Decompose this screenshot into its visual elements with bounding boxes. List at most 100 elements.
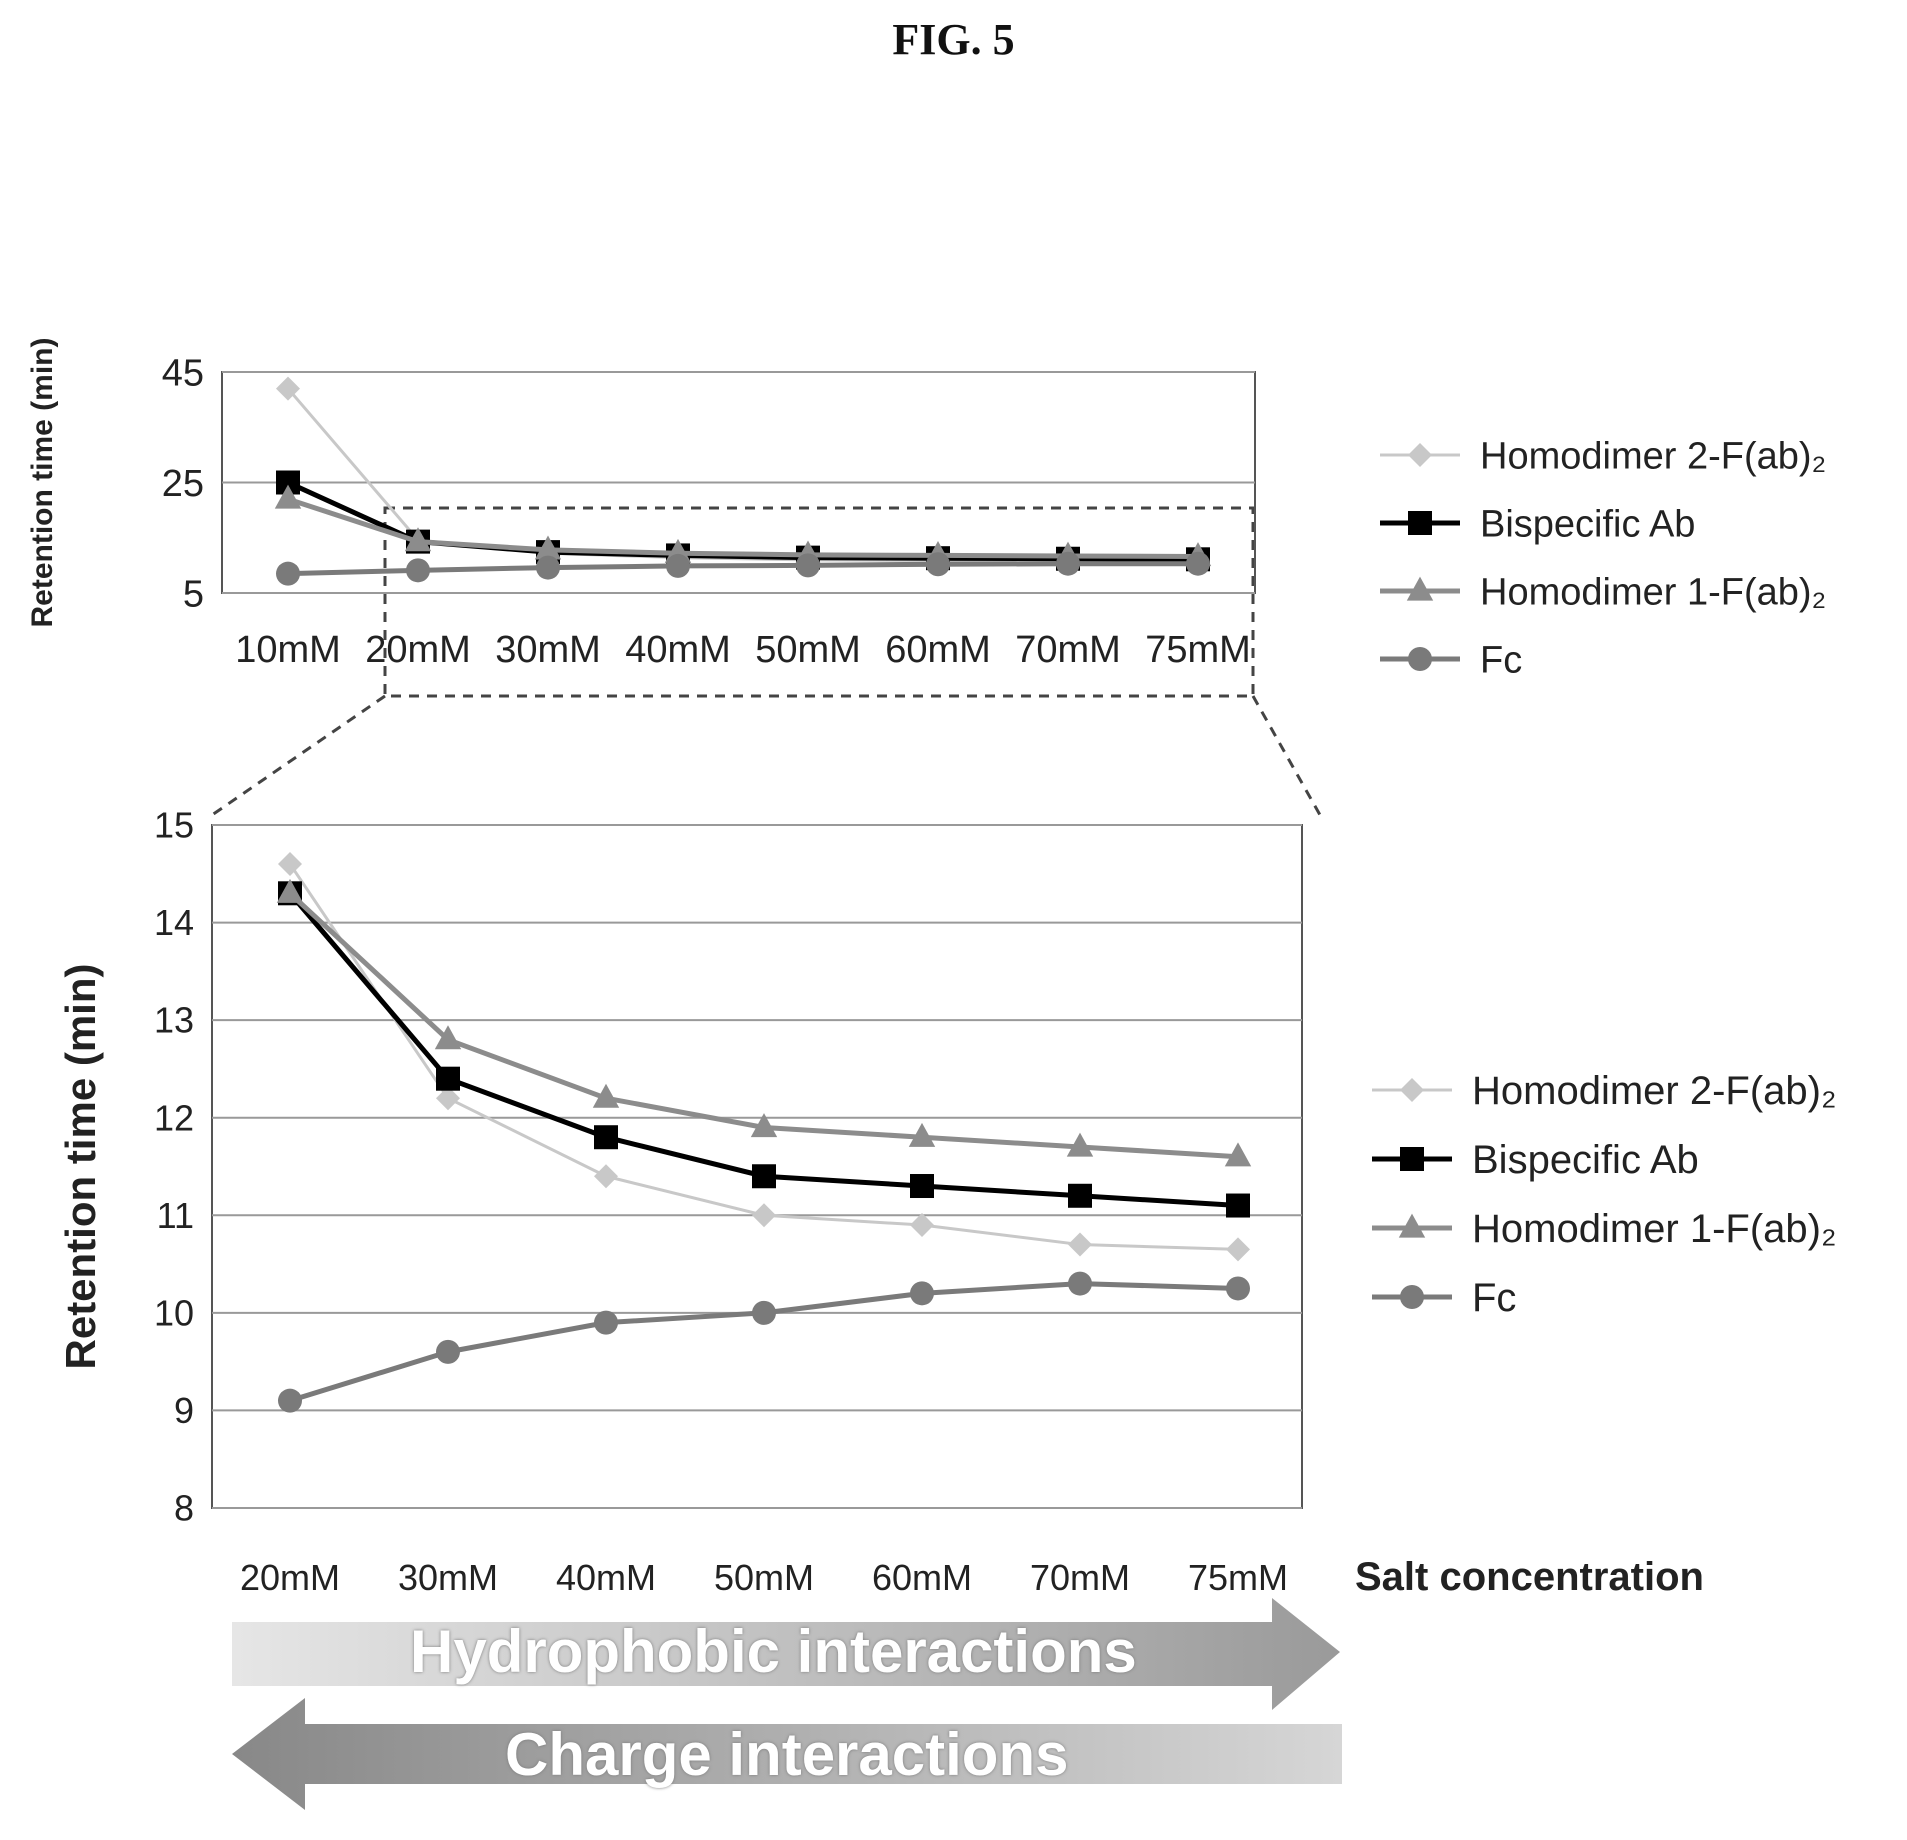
y-tick-label: 45 <box>162 352 204 394</box>
data-point <box>278 1388 302 1413</box>
legend-label: Homodimer 1-F(ab)₂ <box>1480 571 1826 613</box>
zoom-line-left <box>211 694 386 817</box>
x-tick-label: 50mM <box>755 629 861 671</box>
data-point <box>1224 1142 1252 1167</box>
legend-label: Homodimer 1-F(ab)₂ <box>1472 1207 1837 1251</box>
x-tick-label: 75mM <box>1188 1557 1288 1598</box>
data-point <box>406 558 430 583</box>
legend-marker <box>1406 576 1434 601</box>
data-point <box>592 1083 620 1108</box>
legend-marker <box>1400 1147 1424 1171</box>
zoom-connector-group <box>211 506 1322 817</box>
data-point <box>1068 1271 1092 1296</box>
legend-marker <box>1398 1213 1426 1238</box>
y-tick-label: 12 <box>154 1097 194 1138</box>
y-tick-label: 5 <box>183 573 204 615</box>
data-point <box>910 1174 934 1199</box>
data-point <box>534 535 562 560</box>
y-axis-label: Retention time (min) <box>26 338 59 628</box>
data-point <box>908 1122 936 1147</box>
y-tick-label: 11 <box>157 1195 194 1236</box>
x-tick-label: 60mM <box>872 1557 972 1598</box>
data-point <box>1066 1132 1094 1157</box>
y-tick-label: 9 <box>174 1390 194 1431</box>
data-point <box>752 1164 776 1189</box>
x-tick-label: 70mM <box>1030 1557 1130 1598</box>
y-axis-label: Retention time (min) <box>57 964 104 1370</box>
data-point <box>1068 1232 1092 1257</box>
data-point <box>1226 1237 1250 1262</box>
data-point <box>752 1203 776 1228</box>
x-tick-label: 30mM <box>398 1557 498 1598</box>
legend-label: Homodimer 2-F(ab)₂ <box>1480 435 1826 477</box>
data-point <box>1226 1193 1250 1218</box>
data-point <box>752 1300 776 1325</box>
zoom-line-right <box>1251 695 1322 816</box>
data-point <box>926 552 950 577</box>
data-point <box>436 1086 460 1111</box>
x-tick-label: 30mM <box>495 629 601 671</box>
data-point <box>666 553 690 578</box>
x-tick-label: 40mM <box>625 629 731 671</box>
figure-title: FIG. 5 <box>892 15 1015 64</box>
y-tick-label: 8 <box>174 1488 194 1529</box>
data-point <box>434 1025 462 1050</box>
x-tick-label: 60mM <box>885 629 991 671</box>
x-tick-label: 40mM <box>556 1557 656 1598</box>
legend-label: Homodimer 2-F(ab)₂ <box>1472 1069 1837 1113</box>
data-point <box>1226 1276 1250 1301</box>
data-point <box>404 527 432 552</box>
legend-marker <box>1408 443 1432 467</box>
series-line <box>288 891 1239 1209</box>
x-tick-label: 75mM <box>1145 629 1251 671</box>
legend-marker <box>1400 1078 1424 1102</box>
data-point <box>276 376 300 401</box>
y-tick-label: 14 <box>154 902 194 943</box>
data-point <box>276 561 300 586</box>
interaction-arrows <box>232 1598 1342 1810</box>
legend-label: Fc <box>1472 1276 1516 1320</box>
x-tick-label: 10mM <box>235 629 341 671</box>
data-point <box>796 553 820 578</box>
zoom-box <box>383 506 1255 698</box>
x-tick-label: 20mM <box>365 629 471 671</box>
x-tick-label: 20mM <box>240 1557 340 1598</box>
data-point <box>536 555 560 580</box>
bottom-chart: 8 9 10 11 12 13 14 15 20mM 30mM 40mM 50mM 60mM 70mM 75… <box>57 805 1837 1599</box>
data-point <box>1068 1183 1092 1208</box>
data-point <box>910 1281 934 1306</box>
y-tick-label: 25 <box>162 463 204 505</box>
data-point <box>1186 551 1210 576</box>
data-point <box>750 1113 778 1138</box>
data-point <box>1056 551 1080 576</box>
data-point <box>594 1125 618 1150</box>
data-point <box>594 1164 618 1189</box>
hydrophobic-label: Hydrophobic interactions <box>410 1618 1137 1685</box>
data-point <box>276 878 304 903</box>
charge-arrow <box>232 1698 1342 1810</box>
legend-marker <box>1400 1285 1424 1309</box>
x-tick-label: 50mM <box>714 1557 814 1598</box>
legend-label: Bispecific Ab <box>1480 503 1695 545</box>
legend-label: Fc <box>1480 639 1522 681</box>
data-point <box>910 1213 934 1238</box>
series-line <box>287 496 1199 560</box>
data-point <box>436 1066 460 1091</box>
y-tick-label: 15 <box>154 805 194 846</box>
legend-label: Bispecific Ab <box>1472 1138 1699 1182</box>
data-point <box>594 1310 618 1335</box>
y-tick-label: 10 <box>154 1292 194 1333</box>
data-point <box>436 1339 460 1364</box>
series-line <box>287 561 1198 577</box>
charge-label: Charge interactions <box>505 1721 1069 1788</box>
x-tick-label: 70mM <box>1015 629 1121 671</box>
x-axis-label: Salt concentration <box>1355 1555 1704 1599</box>
hydrophobic-arrow <box>232 1598 1340 1710</box>
legend-marker <box>1408 511 1432 535</box>
legend-marker <box>1408 647 1432 671</box>
y-tick-label: 13 <box>154 1000 194 1041</box>
top-chart: 5 25 45 10mM 20mM 30mM 40mM 50mM 60mM 70mM 75mM Ret… <box>26 338 1826 682</box>
data-point <box>274 484 302 509</box>
data-point <box>278 852 302 877</box>
